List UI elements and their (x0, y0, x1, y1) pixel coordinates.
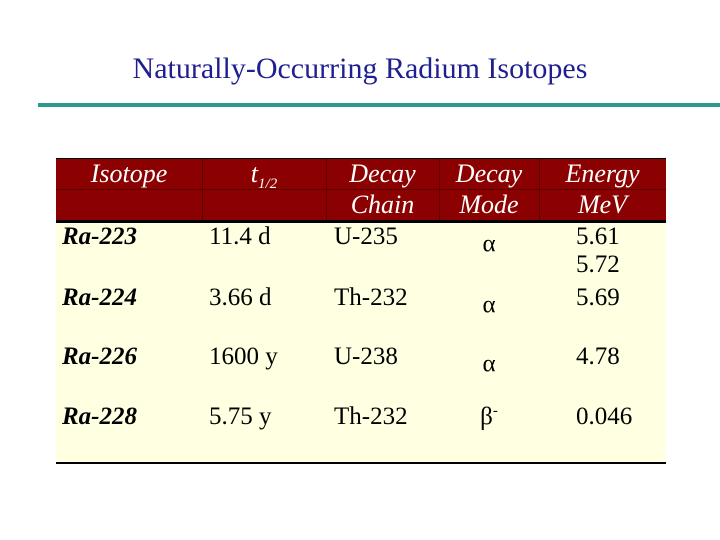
header-isotope: Isotope (56, 158, 202, 220)
slide-title: Naturally-Occurring Radium Isotopes (132, 52, 588, 85)
decay-chain-cell: U-238 (334, 343, 398, 370)
decay-chain-cell: U-235 (334, 223, 398, 250)
header-half-life-label: t (250, 159, 259, 188)
decay-mode-symbol: α (482, 230, 496, 258)
decay-mode-symbol: α (482, 291, 496, 319)
half-life-cell: 5.75 y (209, 403, 272, 430)
header-bottom-border (56, 220, 666, 223)
decay-chain-cell: Th-232 (334, 403, 408, 430)
header-decay-chain-line2: Chain (350, 190, 415, 219)
half-life-cell: 11.4 d (209, 223, 271, 250)
header-decay-mode: Decay Mode (439, 158, 539, 220)
decay-mode-symbol: α (482, 350, 496, 378)
isotope-cell: Ra-223 (62, 223, 137, 250)
table-top-border (56, 158, 666, 159)
decay-mode-symbol: β (480, 403, 493, 431)
table-bottom-border (56, 462, 666, 464)
decay-mode-cell: α (439, 343, 539, 378)
isotope-table: Isotope t1/2 Decay Chain Decay Mode Ener… (56, 158, 666, 464)
title-underline (38, 103, 720, 107)
header-mid-line (56, 189, 666, 190)
isotope-cell: Ra-226 (62, 343, 137, 370)
header-energy-line2: MeV (577, 190, 628, 219)
decay-mode-cell: β- (439, 403, 539, 431)
header-energy-line1: Energy (565, 159, 640, 188)
half-life-cell: 1600 y (209, 343, 278, 370)
isotope-cell: Ra-224 (62, 284, 137, 311)
header-isotope-label: Isotope (90, 159, 168, 188)
energy-cell-secondary: 5.72 (576, 251, 620, 278)
decay-mode-cell: α (439, 223, 539, 258)
header-decay-mode-line1: Decay (455, 159, 523, 188)
header-decay-chain: Decay Chain (326, 158, 439, 220)
header-decay-chain-line1: Decay (349, 159, 416, 188)
isotope-cell: Ra-228 (62, 403, 137, 430)
decay-mode-cell: α (439, 284, 539, 319)
header-half-life: t1/2 (202, 158, 326, 220)
header-decay-mode-line2: Mode (459, 190, 519, 219)
energy-cell: 5.69 (576, 284, 620, 311)
energy-cell: 0.046 (576, 403, 633, 430)
energy-cell: 4.78 (576, 343, 620, 370)
header-energy: Energy MeV (539, 158, 666, 220)
decay-chain-cell: Th-232 (334, 284, 408, 311)
decay-mode-superscript: - (492, 403, 498, 419)
energy-cell: 5.61 (576, 223, 620, 250)
header-half-life-subscript: 1/2 (258, 176, 278, 193)
half-life-cell: 3.66 d (209, 284, 272, 311)
